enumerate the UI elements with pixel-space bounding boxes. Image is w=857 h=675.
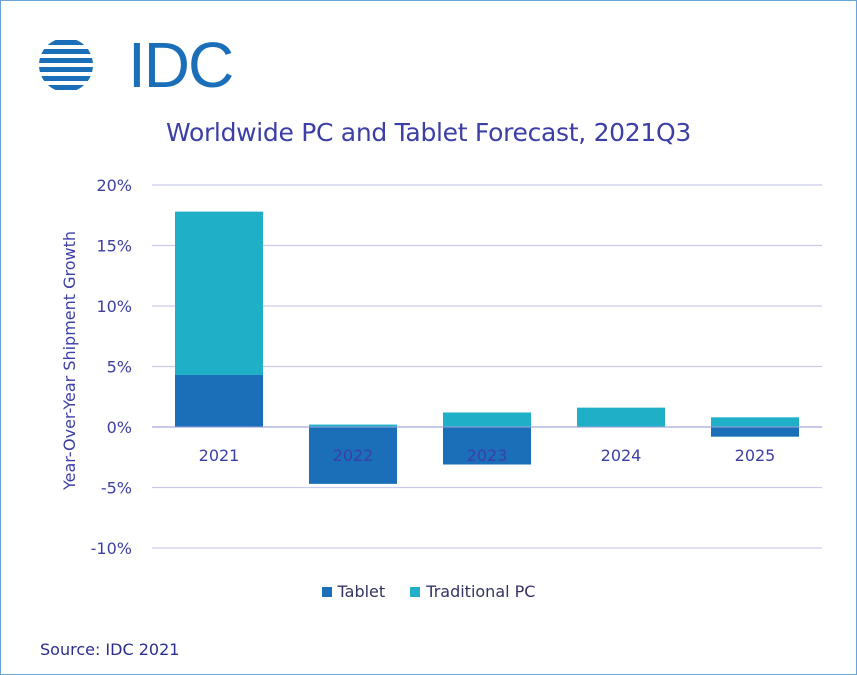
x-tick-label: 2021 — [199, 446, 240, 465]
globe-icon — [39, 40, 93, 90]
y-tick-label: 5% — [107, 358, 132, 377]
chart-title: Worldwide PC and Tablet Forecast, 2021Q3 — [166, 118, 691, 147]
bar-traditional-pc-2022 — [309, 424, 397, 427]
legend-item-traditional-pc: Traditional PC — [410, 582, 535, 601]
bar-tablet-2023 — [443, 427, 531, 465]
bar-tablet-2022 — [309, 427, 397, 484]
y-tick-label: 0% — [107, 418, 132, 437]
logo-text: IDC — [128, 29, 234, 101]
x-tick-label: 2025 — [735, 446, 776, 465]
legend-swatch-traditional-pc — [410, 587, 421, 597]
bar-traditional-pc-2023 — [443, 412, 531, 427]
y-axis-title: Year-Over-Year Shipment Growth — [60, 231, 79, 491]
bar-traditional-pc-2025 — [711, 417, 799, 427]
bar-traditional-pc-2024 — [577, 407, 665, 427]
x-tick-label: 2024 — [601, 446, 642, 465]
bar-traditional-pc-2021 — [175, 211, 263, 375]
y-tick-label: -5% — [101, 479, 132, 498]
legend-label-tablet: Tablet — [337, 582, 386, 601]
y-tick-label: 10% — [96, 297, 132, 316]
legend-label-traditional-pc: Traditional PC — [426, 582, 536, 601]
y-tick-label: -10% — [91, 539, 132, 558]
legend-swatch-tablet — [321, 587, 332, 597]
bar-tablet-2021 — [175, 374, 263, 427]
legend-item-tablet: Tablet — [321, 582, 386, 601]
source-note: Source: IDC 2021 — [40, 640, 180, 659]
y-tick-label: 15% — [96, 237, 132, 256]
idc-logo: IDC — [36, 33, 234, 97]
y-tick-label: 20% — [96, 176, 132, 195]
x-tick-label: 2022 — [333, 446, 374, 465]
legend: Tablet Traditional PC — [0, 582, 857, 601]
bar-tablet-2025 — [711, 427, 799, 437]
x-tick-label: 2023 — [467, 446, 508, 465]
